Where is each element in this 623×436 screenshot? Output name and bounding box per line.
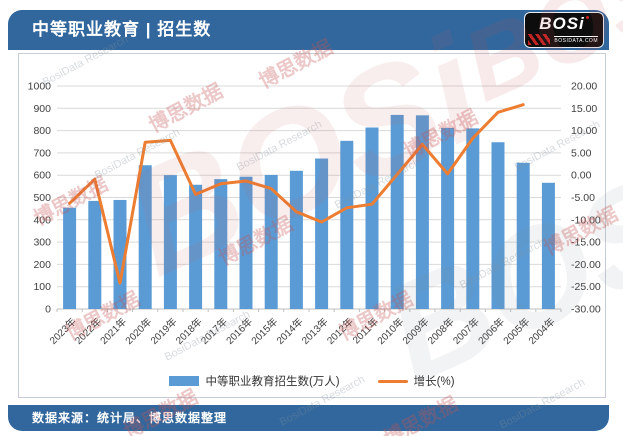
enrollment-bar (63, 207, 77, 309)
bar-line-chart: 0 100 200 300 400 500 600 700 800 900 1000 20.00 15.… (28, 81, 601, 347)
svg-text:-20.00: -20.00 (571, 259, 601, 271)
enrollment-bar (541, 182, 555, 309)
enrollment-bar (516, 162, 530, 309)
svg-text:0: 0 (45, 304, 51, 316)
enrollment-bar (214, 179, 228, 309)
enrollment-bar (390, 114, 404, 309)
svg-text:2017年: 2017年 (198, 315, 230, 347)
enrollment-bar (466, 128, 480, 309)
enrollment-bar (441, 127, 455, 309)
svg-text:500: 500 (33, 192, 51, 204)
svg-text:2007年: 2007年 (450, 315, 482, 347)
enrollment-bar (113, 199, 127, 309)
svg-text:2020年: 2020年 (122, 315, 154, 347)
svg-text:-30.00: -30.00 (571, 304, 601, 316)
bosi-logo: BOSi BOSIDATA.COM (525, 13, 603, 47)
enrollment-bar (289, 170, 303, 309)
svg-text:2004年: 2004年 (526, 315, 558, 347)
chart-panel: 0 100 200 300 400 500 600 700 800 900 1000 20.00 15.… (18, 53, 606, 398)
svg-text:700: 700 (33, 147, 51, 159)
enrollment-bar (415, 115, 429, 310)
svg-text:900: 900 (33, 103, 51, 115)
enrollment-bar (88, 200, 102, 309)
enrollment-bar (239, 176, 253, 309)
left-axis-labels: 0 100 200 300 400 500 600 700 800 900 1000 (28, 81, 52, 316)
svg-text:2019年: 2019年 (148, 315, 180, 347)
bosi-logo-text: BOSi (539, 14, 585, 33)
svg-text:600: 600 (33, 170, 51, 182)
enrollment-bar (138, 165, 152, 309)
legend-item-enrollment: 中等职业教育招生数(万人) (169, 373, 340, 389)
svg-text:2008年: 2008年 (425, 315, 457, 347)
svg-text:2013年: 2013年 (299, 315, 331, 347)
bosi-logo-url: BOSIDATA.COM (554, 36, 598, 44)
svg-text:100: 100 (33, 281, 51, 293)
svg-text:400: 400 (33, 214, 51, 226)
enrollment-bars (63, 114, 555, 310)
legend-line-label: 增长(%) (413, 376, 455, 388)
x-axis-ticks (56, 309, 562, 312)
enrollment-bar (264, 174, 278, 309)
svg-text:2010年: 2010年 (374, 315, 406, 347)
enrollment-bar (163, 175, 177, 309)
svg-text:0.00: 0.00 (571, 170, 592, 182)
footer-bar: 数据来源：统计局、博思数据整理 (8, 405, 609, 431)
legend-item-growth: 增长(%) (377, 373, 455, 389)
enrollment-bar (491, 142, 505, 309)
svg-text:200: 200 (33, 259, 51, 271)
svg-text:2005年: 2005年 (500, 315, 532, 347)
svg-text:2021年: 2021年 (97, 315, 129, 347)
svg-text:2018年: 2018年 (173, 315, 205, 347)
svg-text:2016年: 2016年 (223, 315, 255, 347)
svg-text:20.00: 20.00 (571, 81, 597, 93)
bosi-logo-stripes-icon (528, 34, 550, 45)
svg-text:2014年: 2014年 (274, 315, 306, 347)
enrollment-bar (189, 184, 203, 309)
page-title: 中等职业教育 | 招生数 (32, 20, 212, 39)
svg-text:15.00: 15.00 (571, 103, 597, 115)
legend-line-swatch (377, 379, 408, 383)
svg-text:10.00: 10.00 (571, 125, 597, 137)
svg-text:800: 800 (33, 125, 51, 137)
svg-text:2011年: 2011年 (350, 315, 381, 346)
svg-text:5.00: 5.00 (571, 147, 592, 159)
header-bar: 中等职业教育 | 招生数 BOSi BOSIDATA.COM (8, 10, 609, 50)
svg-text:2023年: 2023年 (47, 315, 79, 347)
svg-text:2022年: 2022年 (72, 315, 104, 347)
bosi-logo-dot (586, 16, 589, 19)
svg-text:2006年: 2006年 (475, 315, 507, 347)
growth-line (68, 103, 525, 285)
svg-text:-15.00: -15.00 (571, 237, 601, 249)
enrollment-bar (340, 140, 354, 309)
svg-text:2009年: 2009年 (400, 315, 432, 347)
x-axis-labels: 2023年2022年2021年2020年2019年2018年2017年2016年… (47, 315, 558, 347)
svg-text:-25.00: -25.00 (571, 281, 601, 293)
gridlines (57, 85, 561, 310)
svg-text:2012年: 2012年 (324, 315, 356, 347)
svg-text:2015年: 2015年 (248, 315, 280, 347)
svg-text:300: 300 (33, 237, 51, 249)
enrollment-bar (315, 158, 329, 309)
chart-legend: 中等职业教育招生数(万人) 增长(%) (19, 373, 605, 389)
legend-bar-label: 中等职业教育招生数(万人) (205, 376, 340, 388)
svg-text:-5.00: -5.00 (571, 192, 595, 204)
right-axis-labels: 20.00 15.00 10.00 5.00 0.00 -5.00 -10.00 -15.00… (571, 81, 601, 316)
enrollment-bar (365, 127, 379, 309)
legend-bar-swatch (169, 376, 200, 386)
svg-text:-10.00: -10.00 (571, 214, 601, 226)
svg-text:1000: 1000 (28, 81, 52, 93)
data-source-text: 数据来源：统计局、博思数据整理 (32, 411, 228, 425)
